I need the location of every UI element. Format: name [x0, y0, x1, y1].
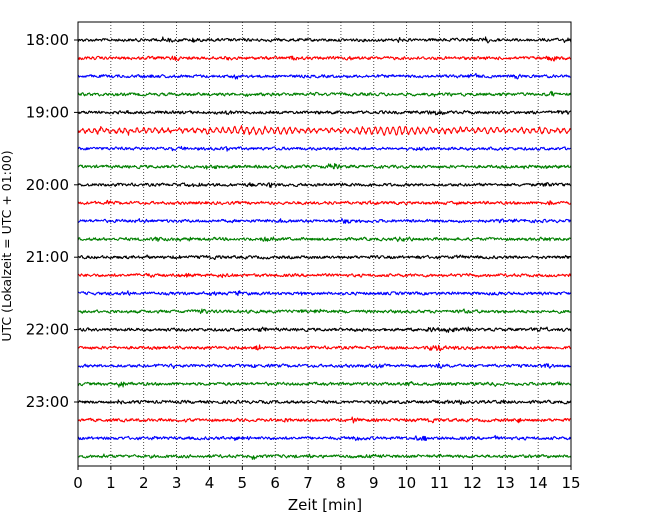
seismogram-trace: [77, 362, 572, 370]
seismogram-trace: [77, 453, 572, 460]
seismogram-trace: [77, 218, 572, 224]
x-tick-label: 15: [561, 474, 580, 492]
x-tick-label: 6: [270, 474, 280, 492]
y-tick-label: 20:00: [26, 176, 69, 194]
seismogram-trace: [77, 145, 572, 152]
seismogram-trace: [77, 434, 572, 442]
seismogram-trace: [77, 90, 572, 98]
x-tick-label: 14: [529, 474, 548, 492]
seismogram-trace: [77, 344, 572, 352]
seismogram-trace: [77, 36, 572, 44]
x-tick-label: 1: [106, 474, 116, 492]
y-axis-label: UTC (Lokalzeit = UTC + 01:00): [0, 150, 14, 341]
x-tick-label: 4: [205, 474, 215, 492]
seismogram-trace: [77, 55, 572, 62]
y-tick-label: 22:00: [26, 321, 69, 339]
seismogram-trace: [77, 181, 572, 189]
seismogram-trace: [77, 290, 572, 297]
y-tick-label: 18:00: [26, 31, 69, 49]
seismogram-trace: [77, 326, 572, 333]
seismogram-trace: [77, 254, 572, 260]
seismogram-trace: [77, 399, 572, 405]
x-tick-label: 5: [238, 474, 248, 492]
seismogram-trace: [77, 162, 572, 170]
x-tick-label: 3: [172, 474, 182, 492]
seismogram-trace: [77, 381, 572, 388]
seismogram-trace: [77, 272, 572, 279]
seismogram-trace: [77, 125, 572, 136]
x-tick-label: 9: [369, 474, 379, 492]
y-tick-label: 19:00: [26, 103, 69, 121]
seismogram-traces: [77, 36, 572, 460]
x-tick-label: 12: [463, 474, 482, 492]
y-tick-label: 21:00: [26, 248, 69, 266]
x-axis-ticks: 0 1 2 3 4 5 6 7 8 9 10 11 12 13 14 15: [73, 466, 581, 492]
x-axis-label: Zeit [min]: [288, 496, 362, 514]
grid-lines: [110, 22, 539, 466]
x-tick-label: 7: [303, 474, 313, 492]
x-tick-label: 11: [430, 474, 449, 492]
seismogram-trace: [77, 110, 572, 116]
x-tick-label: 10: [397, 474, 416, 492]
seismogram-trace: [77, 199, 572, 206]
plot-frame: [77, 21, 572, 467]
x-tick-label: 2: [139, 474, 149, 492]
x-tick-label: 13: [496, 474, 515, 492]
x-tick-label: 0: [73, 474, 83, 492]
seismogram-trace: [77, 308, 572, 315]
seismogram-trace: [77, 72, 572, 80]
x-tick-label: 8: [336, 474, 346, 492]
y-tick-label: 23:00: [26, 393, 69, 411]
y-axis-ticks: 18:00 19:00 20:00 21:00 22:00 23:00: [26, 31, 78, 411]
seismogram-trace: [77, 416, 572, 424]
seismogram-trace: [77, 236, 572, 243]
plot-background: [78, 22, 571, 466]
